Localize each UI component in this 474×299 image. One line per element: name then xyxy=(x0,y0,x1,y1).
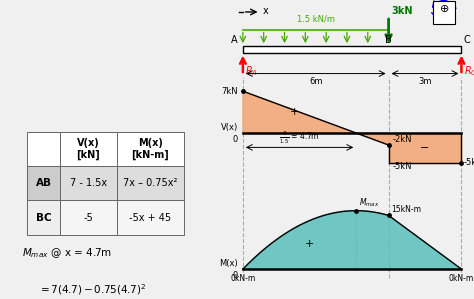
Text: 7 - 1.5x: 7 - 1.5x xyxy=(70,178,107,188)
Text: $M_{max}$: $M_{max}$ xyxy=(359,197,379,209)
Bar xyxy=(117,132,184,166)
Text: +: + xyxy=(290,107,299,117)
Bar xyxy=(27,166,60,200)
Text: 3m: 3m xyxy=(418,77,432,86)
Polygon shape xyxy=(243,211,461,269)
Text: 0: 0 xyxy=(233,271,238,280)
Text: -5x + 45: -5x + 45 xyxy=(129,213,171,222)
Text: $R_A$: $R_A$ xyxy=(246,65,258,78)
Text: 0kN-m: 0kN-m xyxy=(230,274,255,283)
Text: B: B xyxy=(385,35,392,45)
Bar xyxy=(60,200,117,235)
Text: x: x xyxy=(263,6,269,16)
Text: 3kN: 3kN xyxy=(391,6,412,16)
Bar xyxy=(117,166,184,200)
Text: V(x)
[kN]: V(x) [kN] xyxy=(77,138,100,160)
Text: $\frac{7}{1.5}$ = 4.7m: $\frac{7}{1.5}$ = 4.7m xyxy=(280,130,319,146)
Bar xyxy=(60,132,117,166)
Text: 7x – 0.75x²: 7x – 0.75x² xyxy=(123,178,177,188)
Text: -2kN: -2kN xyxy=(392,135,412,144)
Bar xyxy=(27,132,60,166)
Text: $M_{max}$ @ x = 4.7m: $M_{max}$ @ x = 4.7m xyxy=(22,247,112,260)
Text: C: C xyxy=(464,35,471,45)
Text: $\oplus$: $\oplus$ xyxy=(439,4,449,14)
Text: V(x): V(x) xyxy=(220,123,238,132)
Text: 1.5 kN/m: 1.5 kN/m xyxy=(297,15,335,24)
Text: A: A xyxy=(231,35,238,45)
Text: 0: 0 xyxy=(233,135,238,144)
Text: M(x): M(x) xyxy=(219,259,238,268)
Text: AB: AB xyxy=(36,178,52,188)
Text: -5: -5 xyxy=(83,213,93,222)
Text: BC: BC xyxy=(36,213,51,222)
Text: 7kN: 7kN xyxy=(221,87,238,96)
FancyBboxPatch shape xyxy=(433,1,455,24)
Polygon shape xyxy=(389,133,461,163)
Text: M(x)
[kN-m]: M(x) [kN-m] xyxy=(131,138,169,160)
Text: $= 7(4.7) - 0.75(4.7)^2$: $= 7(4.7) - 0.75(4.7)^2$ xyxy=(38,283,146,297)
Text: 0kN-m: 0kN-m xyxy=(449,274,474,283)
Text: −: − xyxy=(420,143,430,153)
Text: 15kN-m: 15kN-m xyxy=(391,205,421,214)
Text: $R_C$: $R_C$ xyxy=(464,65,474,78)
Bar xyxy=(60,166,117,200)
Polygon shape xyxy=(243,91,356,133)
Text: 6m: 6m xyxy=(309,77,322,86)
Text: -5kN: -5kN xyxy=(392,162,412,171)
Text: -5kN: -5kN xyxy=(464,158,474,167)
Text: +: + xyxy=(305,239,314,249)
Bar xyxy=(117,200,184,235)
Bar xyxy=(243,46,461,53)
Bar xyxy=(27,200,60,235)
Polygon shape xyxy=(356,133,389,145)
